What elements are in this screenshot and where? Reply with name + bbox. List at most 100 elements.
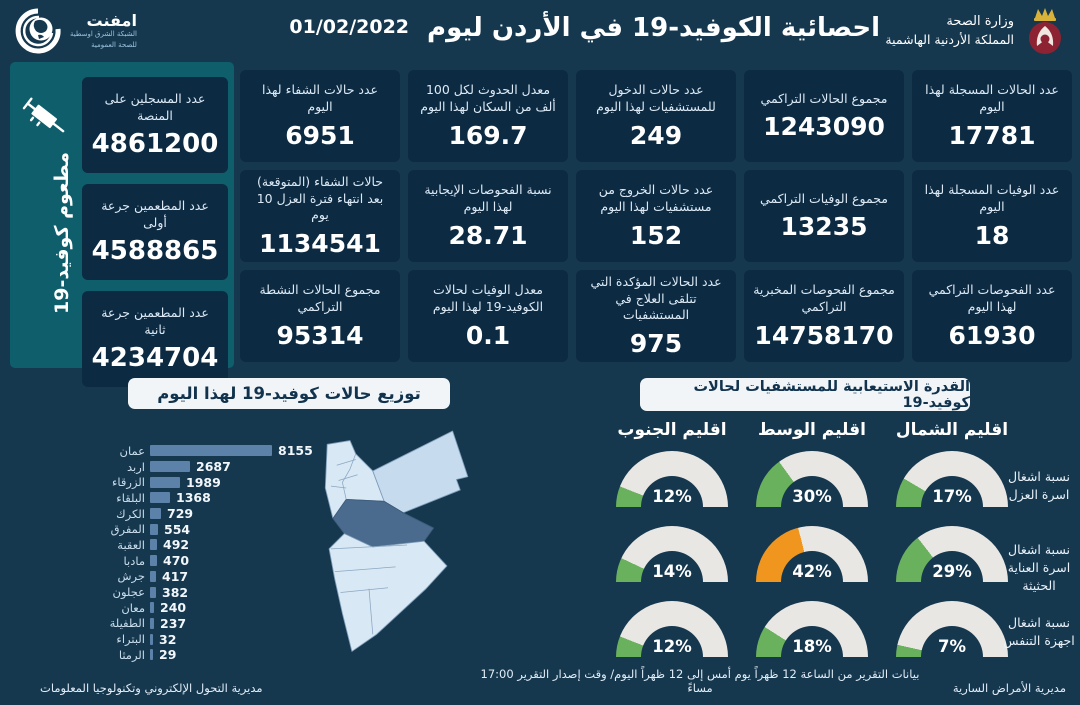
capacity-section-title: القدرة الاستيعابية للمستشفيات لحالات كوف… bbox=[640, 378, 970, 411]
bar-category-label: معان bbox=[121, 600, 145, 615]
gauge-percent-label: 29% bbox=[932, 562, 972, 581]
bar bbox=[150, 461, 190, 473]
stat-card-label: عدد الوفيات المسجلة لهذا اليوم bbox=[924, 182, 1060, 214]
ministry-crest-icon bbox=[1029, 8, 1061, 54]
stat-card-label: عدد الحالات المؤكدة التي تتلقى العلاج في… bbox=[590, 273, 722, 323]
bar-category-label: المفرق bbox=[110, 522, 145, 537]
vaccination-cards: عدد المسجلين على المنصة 4861200 عدد المطعم… bbox=[82, 77, 228, 387]
bar bbox=[150, 523, 158, 535]
stat-card: مجموع الحالات النشطة التراكمي 95314 bbox=[240, 270, 400, 362]
bar bbox=[150, 570, 156, 582]
bar-value-label: 32 bbox=[159, 631, 177, 647]
stat-card: عدد الحالات المسجلة لهذا اليوم 17781 bbox=[912, 70, 1072, 162]
bar-value-label: 1989 bbox=[186, 474, 221, 490]
stat-card-label: حالات الشفاء (المتوقعة) بعد انتهاء فترة … bbox=[256, 173, 384, 223]
stat-card-label: عدد حالات الخروج من مستشفيات لهذا اليوم bbox=[598, 182, 714, 214]
ministry-block: وزارة الصحة المملكة الأردنية الهاشمية bbox=[885, 6, 1068, 56]
bar-category-label: الرمثا bbox=[118, 647, 145, 662]
emphnet-name: امفنت bbox=[86, 10, 137, 30]
emphnet-subtitle-2: للصحة العمومية bbox=[91, 40, 137, 49]
stat-card-value: 975 bbox=[629, 329, 683, 359]
bar-row: اربد 2687 bbox=[85, 459, 313, 475]
capacity-gauge: 42% bbox=[756, 526, 868, 583]
bar-row: عمان 8155 bbox=[85, 443, 313, 459]
stat-card-label: نسبة الفحوصات الإيجابية لهذا اليوم bbox=[424, 182, 552, 214]
stat-card: نسبة الفحوصات الإيجابية لهذا اليوم 28.71 bbox=[408, 170, 568, 262]
ministry-name: وزارة الصحة bbox=[946, 13, 1014, 29]
stat-card-label: مجموع الفحوصات المخبرية التراكمي bbox=[753, 282, 895, 314]
stat-card-label: عدد الفحوصات التراكمي لهذا اليوم bbox=[928, 282, 1056, 314]
vaccination-card-label: عدد المسجلين على المنصة bbox=[104, 90, 206, 123]
capacity-gauge: 7% bbox=[896, 601, 1008, 658]
bar-category-label: عجلون bbox=[112, 585, 145, 600]
emphnet-subtitle-1: الشبكة الشرق اوسطية bbox=[70, 30, 137, 39]
capacity-row-label-ventilators: نسبة اشغال اجهزة التنفس bbox=[1003, 615, 1075, 649]
gauge-percent-label: 12% bbox=[652, 637, 692, 656]
bar-category-label: الزرقاء bbox=[111, 475, 145, 490]
bar-value-label: 240 bbox=[160, 600, 187, 616]
footer-it-directorate: مديرية التحول الإلكتروني وتكنولوجيا المع… bbox=[40, 681, 263, 695]
stat-card-value: 17781 bbox=[948, 120, 1036, 150]
capacity-gauge: 18% bbox=[756, 601, 868, 658]
stat-card: عدد حالات الخروج من مستشفيات لهذا اليوم 1… bbox=[576, 170, 736, 262]
gauge-percent-label: 17% bbox=[932, 487, 972, 506]
bar bbox=[150, 492, 170, 504]
capacity-gauge: 30% bbox=[756, 451, 868, 508]
bar bbox=[150, 445, 272, 457]
stat-card-label: مجموع الحالات النشطة التراكمي bbox=[259, 282, 381, 314]
bar-row: المفرق 554 bbox=[85, 521, 313, 537]
gauge-percent-label: 7% bbox=[937, 637, 967, 656]
capacity-gauge: 17% bbox=[896, 451, 1008, 508]
stat-card-value: 95314 bbox=[276, 320, 364, 350]
bar-row: البتراء 32 bbox=[85, 631, 313, 647]
bar-category-label: مادبا bbox=[123, 553, 146, 568]
stat-card: عدد الحالات المؤكدة التي تتلقى العلاج في… bbox=[576, 270, 736, 362]
bar-row: الكرك 729 bbox=[85, 506, 313, 522]
stat-card: مجموع الحالات التراكمي 1243090 bbox=[744, 70, 904, 162]
vaccination-card-label: عدد المطعمين جرعة أولى bbox=[101, 197, 209, 230]
gauge-grid: 17% 30% 12% 29% 42% 14% 7% 18% 12% bbox=[616, 451, 1008, 658]
bar-value-label: 237 bbox=[160, 615, 187, 631]
bar-row: الزرقاء 1989 bbox=[85, 474, 313, 490]
capacity-gauge: 29% bbox=[896, 526, 1008, 583]
bar bbox=[150, 586, 156, 598]
bar-value-label: 8155 bbox=[278, 443, 313, 459]
vaccination-card: عدد المسجلين على المنصة 4861200 bbox=[82, 77, 228, 173]
bar-row: جرش 417 bbox=[85, 569, 313, 585]
stat-card: عدد حالات الدخول للمستشفيات لهذا اليوم 24… bbox=[576, 70, 736, 162]
ministry-kingdom: المملكة الأردنية الهاشمية bbox=[885, 32, 1014, 48]
distribution-chart-title: توزيع حالات كوفيد-19 لهذا اليوم bbox=[128, 378, 450, 409]
bar-value-label: 492 bbox=[163, 537, 190, 553]
bar bbox=[150, 508, 161, 520]
capacity-gauge: 12% bbox=[616, 451, 728, 508]
bar-value-label: 470 bbox=[163, 553, 190, 569]
bar-category-label: البتراء bbox=[116, 632, 145, 647]
distribution-bar-chart: عمان 8155 اربد 2687 الزرقاء 1989 البلقاء 1368 ال… bbox=[85, 443, 313, 663]
bar-value-label: 729 bbox=[167, 506, 194, 522]
bar-value-label: 1368 bbox=[176, 490, 211, 506]
bar-category-label: اربد bbox=[127, 459, 145, 474]
bar-row: الطفيلة 237 bbox=[85, 616, 313, 632]
stat-card: معدل الحدوث لكل 100 ألف من السكان لهذا ا… bbox=[408, 70, 568, 162]
vaccination-vertical-label: مطعوم كوفيد-19 bbox=[51, 152, 73, 314]
stat-card: معدل الوفيات لحالات الكوفيد-19 لهذا اليو… bbox=[408, 270, 568, 362]
stat-card-label: مجموع الحالات التراكمي bbox=[760, 90, 888, 106]
stat-card-value: 13235 bbox=[780, 212, 868, 242]
stat-card-value: 6951 bbox=[285, 120, 355, 150]
bar-category-label: الطفيلة bbox=[109, 616, 145, 631]
stat-card-label: عدد حالات الدخول للمستشفيات لهذا اليوم bbox=[596, 82, 716, 114]
bar-value-label: 29 bbox=[159, 647, 177, 663]
bar bbox=[150, 617, 154, 629]
bar-category-label: جرش bbox=[117, 569, 146, 584]
gauge-percent-label: 12% bbox=[652, 487, 692, 506]
report-date: 01/02/2022 bbox=[289, 16, 410, 38]
stat-card-value: 28.71 bbox=[448, 220, 528, 250]
gauge-percent-label: 18% bbox=[792, 637, 832, 656]
vaccination-card: عدد المطعمين جرعة ثانية 4234704 bbox=[82, 291, 228, 387]
stat-card-value: 14758170 bbox=[754, 320, 894, 350]
jordan-map bbox=[324, 430, 469, 652]
capacity-row-label-isolation-beds: نسبة اشغال اسرة العزل bbox=[1008, 469, 1070, 503]
stat-card-label: معدل الحدوث لكل 100 ألف من السكان لهذا ا… bbox=[420, 82, 556, 114]
vaccination-panel: مطعوم كوفيد-19 عدد المسجلين على المنصة 48… bbox=[10, 62, 234, 387]
page-title: احصائية الكوفيد-19 في الأردن ليوم bbox=[427, 13, 880, 43]
